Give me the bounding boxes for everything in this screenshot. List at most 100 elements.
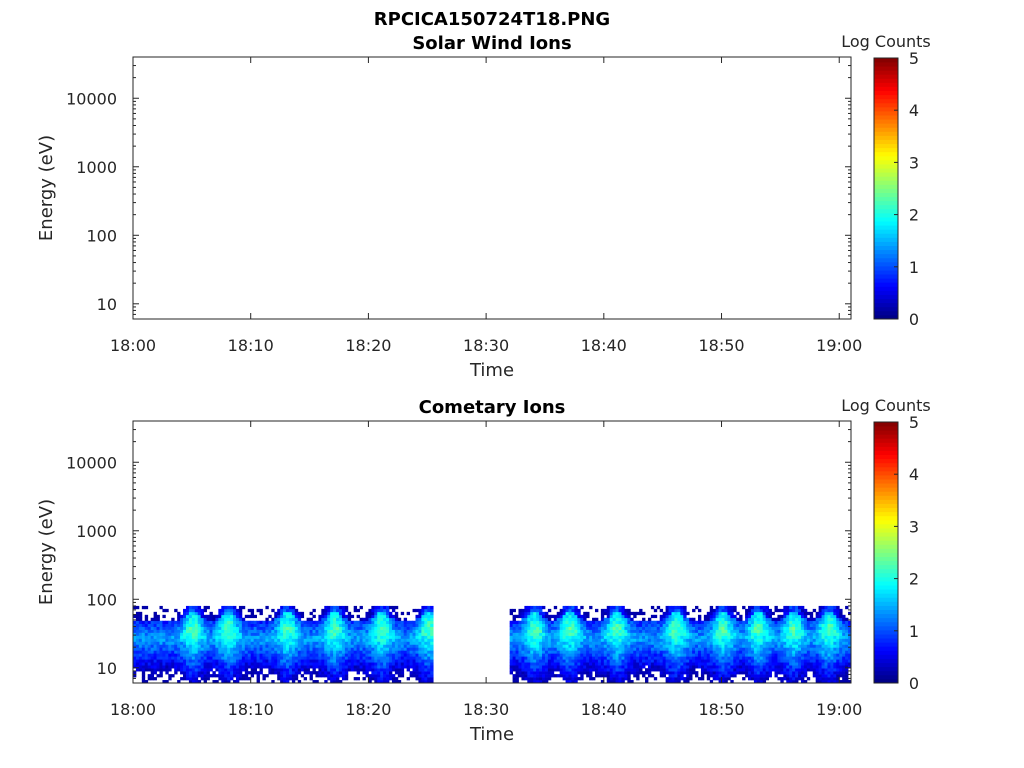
spectrogram-cell: [668, 668, 672, 672]
spectrogram-cell: [418, 638, 422, 642]
spectrogram-cell: [671, 680, 675, 684]
spectrogram-cell: [615, 641, 619, 645]
spectrogram-cell: [618, 650, 622, 654]
spectrogram-cell: [415, 632, 419, 636]
spectrogram-cell: [333, 662, 337, 666]
spectrogram-cell: [171, 635, 175, 639]
spectrogram-cell: [647, 656, 652, 660]
spectrogram-cell: [709, 629, 714, 633]
spectrogram-cell: [280, 620, 284, 625]
spectrogram-cell: [147, 668, 152, 672]
spectrogram-cell: [515, 638, 519, 642]
spectrogram-cell: [821, 659, 825, 663]
spectrogram-cell: [338, 605, 343, 610]
spectrogram-cell: [203, 647, 207, 651]
spectrogram-cell: [539, 653, 543, 657]
spectrogram-cell: [512, 608, 516, 613]
spectrogram-cell: [645, 629, 649, 633]
spectrogram-cell: [286, 608, 290, 613]
spectrogram-cell: [194, 635, 199, 639]
spectrogram-cell: [418, 662, 422, 666]
spectrogram-cell: [803, 662, 808, 666]
spectrogram-cell: [524, 629, 528, 633]
spectrogram-cell: [539, 671, 543, 675]
spectrogram-cell: [344, 671, 349, 675]
spectrogram-cell: [750, 662, 755, 666]
spectrogram-cell: [227, 635, 231, 639]
spectrogram-cell: [792, 623, 796, 627]
spectrogram-cell: [280, 653, 284, 657]
spectrogram-cell: [194, 677, 199, 681]
spectrogram-cell: [336, 647, 340, 651]
spectrogram-cell: [215, 632, 219, 636]
spectrogram-cell: [712, 668, 717, 672]
spectrogram-cell: [197, 617, 202, 622]
spectrogram-cell: [721, 656, 725, 660]
spectrogram-cell: [597, 671, 602, 675]
spectrogram-cell: [544, 620, 549, 625]
spectrogram-cell: [645, 644, 649, 648]
spectrogram-cell: [556, 635, 561, 639]
spectrogram-cell: [618, 680, 622, 684]
spectrogram-cell: [212, 680, 216, 684]
spectrogram-cell: [721, 617, 725, 622]
spectrogram-cell: [615, 644, 619, 648]
spectrogram-cell: [144, 641, 149, 645]
spectrogram-cell: [621, 674, 625, 678]
spectrogram-cell: [244, 638, 249, 642]
spectrogram-cell: [212, 665, 216, 669]
spectrogram-cell: [306, 632, 310, 636]
spectrogram-cell: [389, 656, 393, 660]
colorbar-segment: [874, 111, 898, 116]
spectrogram-cell: [703, 656, 708, 660]
spectrogram-cell: [745, 623, 749, 627]
spectrogram-cell: [277, 668, 281, 672]
spectrogram-cell: [344, 653, 349, 657]
spectrogram-cell: [183, 659, 187, 663]
spectrogram-cell: [291, 644, 296, 648]
spectrogram-cell: [371, 677, 375, 681]
spectrogram-cell: [194, 605, 199, 610]
spectrogram-cell: [683, 611, 687, 616]
spectrogram-cell: [174, 665, 178, 669]
spectrogram-cell: [418, 641, 422, 645]
spectrogram-cell: [418, 668, 422, 672]
spectrogram-cell: [406, 662, 410, 666]
spectrogram-cell: [715, 605, 719, 610]
spectrogram-cell: [256, 641, 260, 645]
spectrogram-cell: [748, 668, 752, 672]
spectrogram-cell: [394, 614, 399, 619]
spectrogram-cell: [647, 644, 652, 648]
spectrogram-cell: [397, 623, 402, 627]
spectrogram-cell: [818, 608, 822, 613]
spectrogram-cell: [542, 620, 546, 625]
spectrogram-cell: [712, 653, 717, 657]
spectrogram-cell: [524, 611, 528, 616]
spectrogram-cell: [300, 641, 305, 645]
spectrogram-cell: [568, 614, 572, 619]
spectrogram-cell: [768, 608, 772, 613]
colorbar-segment: [874, 314, 898, 320]
spectrogram-cell: [253, 623, 257, 627]
spectrogram-cell: [359, 644, 363, 648]
spectrogram-cell: [415, 629, 419, 633]
spectrogram-cell: [224, 665, 228, 669]
spectrogram-cell: [709, 656, 714, 660]
spectrogram-cell: [759, 641, 764, 645]
spectrogram-cell: [712, 656, 717, 660]
spectrogram-cell: [185, 656, 190, 660]
spectrogram-cell: [739, 638, 743, 642]
spectrogram-cell: [271, 623, 275, 627]
spectrogram-cell: [144, 653, 149, 657]
spectrogram-cell: [736, 611, 740, 616]
spectrogram-cell: [191, 656, 196, 660]
spectrogram-cell: [656, 653, 661, 657]
spectrogram-cell: [659, 665, 664, 669]
spectrogram-cell: [597, 641, 602, 645]
spectrogram-cell: [418, 626, 422, 630]
spectrogram-cell: [600, 617, 605, 622]
spectrogram-cell: [194, 614, 199, 619]
spectrogram-cell: [718, 638, 722, 642]
spectrogram-cell: [712, 671, 717, 675]
spectrogram-cell: [553, 665, 558, 669]
